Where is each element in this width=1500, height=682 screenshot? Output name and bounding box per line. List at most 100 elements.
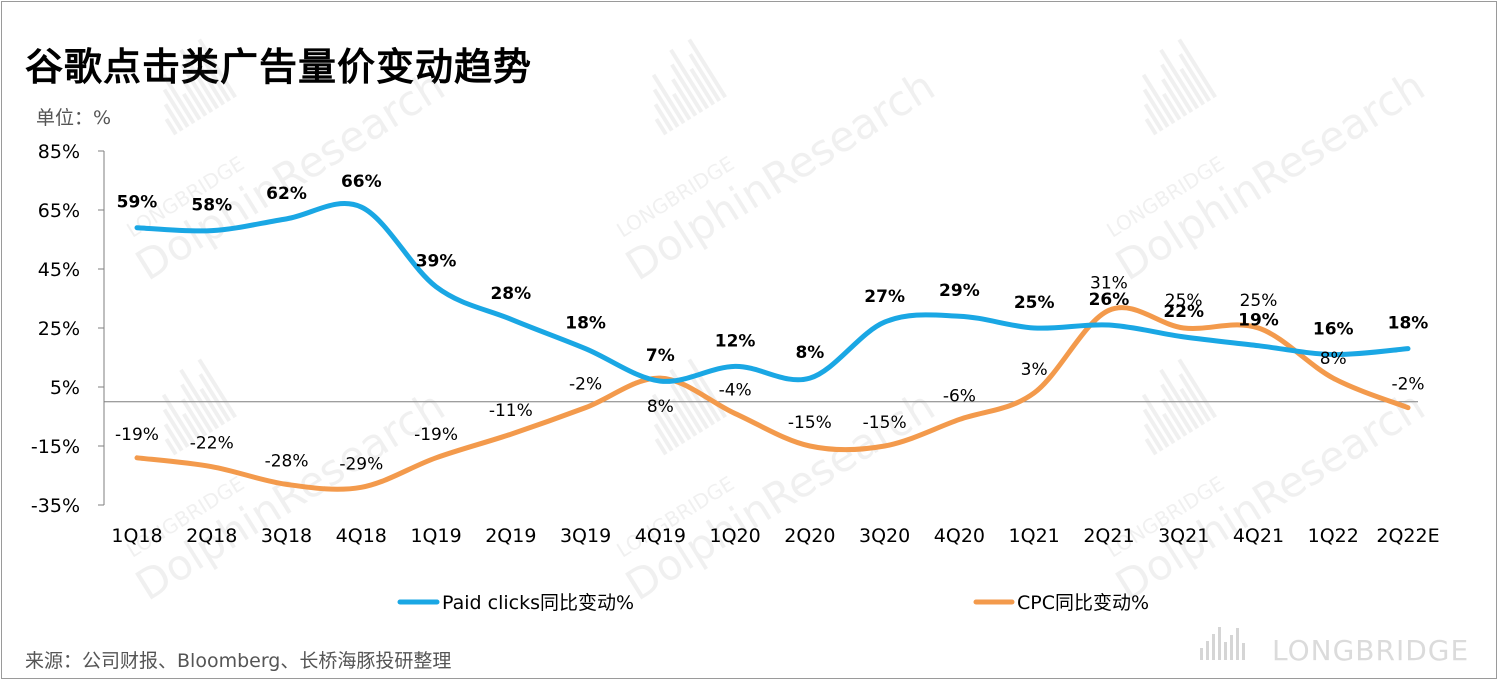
corner-logo-bar bbox=[1230, 635, 1233, 660]
watermark-bar bbox=[163, 423, 184, 452]
watermark-bar bbox=[1178, 53, 1212, 102]
watermark-bar bbox=[1179, 67, 1206, 106]
cpc-label: -22% bbox=[190, 434, 234, 454]
paid-clicks-label: 16% bbox=[1313, 320, 1354, 340]
watermark-bar bbox=[1161, 78, 1188, 117]
watermark-bar bbox=[1160, 63, 1194, 114]
watermark-bar bbox=[197, 358, 237, 419]
cpc-label: -15% bbox=[788, 413, 832, 433]
cpc-label: -2% bbox=[569, 375, 602, 395]
paid-clicks-label: 29% bbox=[939, 281, 980, 301]
x-tick-label: 2Q18 bbox=[186, 525, 237, 547]
x-tick-label: 2Q19 bbox=[485, 525, 536, 547]
paid-clicks-label: 58% bbox=[191, 196, 232, 216]
cpc-label: 31% bbox=[1090, 273, 1128, 293]
corner-logo: LONGBRIDGE bbox=[1200, 627, 1469, 667]
cpc-label: 25% bbox=[1240, 291, 1278, 311]
x-tick-label: 1Q18 bbox=[111, 525, 162, 547]
watermark-bar bbox=[1177, 358, 1217, 419]
watermark-bar bbox=[654, 117, 668, 136]
cpc-label: 3% bbox=[1021, 360, 1048, 380]
watermark-bar bbox=[1143, 103, 1164, 132]
watermark-bar bbox=[199, 387, 226, 426]
watermark-bar bbox=[162, 88, 190, 128]
watermark-bar bbox=[181, 78, 208, 117]
watermark-bar bbox=[689, 387, 716, 426]
cpc-label: -15% bbox=[863, 413, 907, 433]
corner-logo-bar bbox=[1236, 628, 1239, 660]
chart-title: 谷歌点击类广告量价变动趋势 bbox=[25, 45, 533, 89]
watermark-bar bbox=[1141, 73, 1176, 125]
watermark-bar bbox=[1142, 408, 1170, 448]
x-tick-label: 1Q21 bbox=[1009, 525, 1060, 547]
cpc-label: -28% bbox=[265, 451, 309, 471]
x-tick-label: 1Q19 bbox=[410, 525, 461, 547]
axes-layer: 85% 65% 45% 25% 5% -15% -35% 1Q18 2Q18 3Q18 4Q18 1Q… bbox=[31, 141, 1440, 547]
watermark-bar bbox=[179, 48, 220, 110]
paid-clicks-label: 26% bbox=[1089, 290, 1130, 310]
watermark-bar bbox=[672, 412, 692, 441]
watermark-bar bbox=[1162, 412, 1182, 441]
corner-logo-bar bbox=[1200, 648, 1203, 660]
paid-clicks-label: 22% bbox=[1163, 302, 1204, 322]
watermark-bar bbox=[164, 117, 178, 136]
paid-clicks-label: 8% bbox=[795, 343, 824, 363]
corner-logo-bar bbox=[1224, 642, 1227, 660]
x-tick-label: 3Q20 bbox=[859, 525, 910, 547]
watermark-bar bbox=[1143, 423, 1164, 452]
x-tick-label: 1Q22 bbox=[1308, 525, 1359, 547]
cpc-label: 25% bbox=[1165, 291, 1203, 311]
watermark-bar bbox=[161, 73, 196, 125]
watermark-bar bbox=[198, 373, 232, 422]
watermark-bar bbox=[651, 73, 686, 125]
watermark-bar bbox=[198, 53, 232, 102]
x-tick-label: 3Q21 bbox=[1158, 525, 1209, 547]
watermark-bar bbox=[1144, 437, 1158, 456]
x-tick-label: 4Q19 bbox=[635, 525, 686, 547]
x-tick-label: 3Q18 bbox=[261, 525, 312, 547]
watermark-bar bbox=[652, 88, 680, 128]
watermark-bar bbox=[672, 92, 692, 121]
watermark-bar bbox=[199, 67, 226, 106]
paid-clicks-label: 62% bbox=[266, 184, 307, 204]
data-labels: 59% 58% 62% 66% 39% 28% 18% 7% 12% 8% 27% 29% 25% 26%… bbox=[115, 172, 1428, 474]
watermark-bar bbox=[651, 393, 686, 445]
watermark-bar bbox=[163, 103, 184, 132]
watermark-bar bbox=[161, 393, 196, 445]
y-tick-label: -15% bbox=[31, 436, 80, 458]
cpc-label: -19% bbox=[414, 425, 458, 445]
paid-clicks-label: 28% bbox=[490, 284, 531, 304]
watermark-bar bbox=[182, 92, 202, 121]
watermark-bar bbox=[1159, 368, 1200, 430]
corner-logo-bar bbox=[1242, 643, 1245, 660]
paid-clicks-label: 66% bbox=[341, 172, 382, 192]
paid-clicks-label: 25% bbox=[1014, 293, 1055, 313]
watermark-bar bbox=[670, 383, 704, 434]
corner-logo-text: LONGBRIDGE bbox=[1272, 634, 1469, 667]
watermark-bar bbox=[1161, 398, 1188, 437]
watermark-bar bbox=[162, 408, 190, 448]
paid-clicks-label: 19% bbox=[1238, 311, 1279, 331]
paid-clicks-label: 27% bbox=[864, 287, 905, 307]
watermark-bar bbox=[669, 48, 710, 110]
watermark-bar bbox=[670, 63, 704, 114]
watermark-bar bbox=[688, 53, 722, 102]
legend: Paid clicks同比变动% CPC同比变动% bbox=[397, 592, 1149, 614]
cpc-label: 8% bbox=[647, 397, 674, 417]
paid-clicks-line bbox=[134, 201, 1411, 384]
y-tick-label: 25% bbox=[38, 318, 80, 340]
watermark-bar bbox=[181, 398, 208, 437]
x-tick-label: 4Q18 bbox=[336, 525, 387, 547]
cpc-label: -4% bbox=[719, 381, 752, 401]
paid-clicks-label: 59% bbox=[117, 193, 158, 213]
cpc-label: -29% bbox=[339, 454, 383, 474]
watermark-bar bbox=[689, 67, 716, 106]
watermark-bar bbox=[1178, 373, 1212, 422]
watermark-bar bbox=[1177, 38, 1217, 99]
y-tick-label: -35% bbox=[31, 495, 80, 517]
